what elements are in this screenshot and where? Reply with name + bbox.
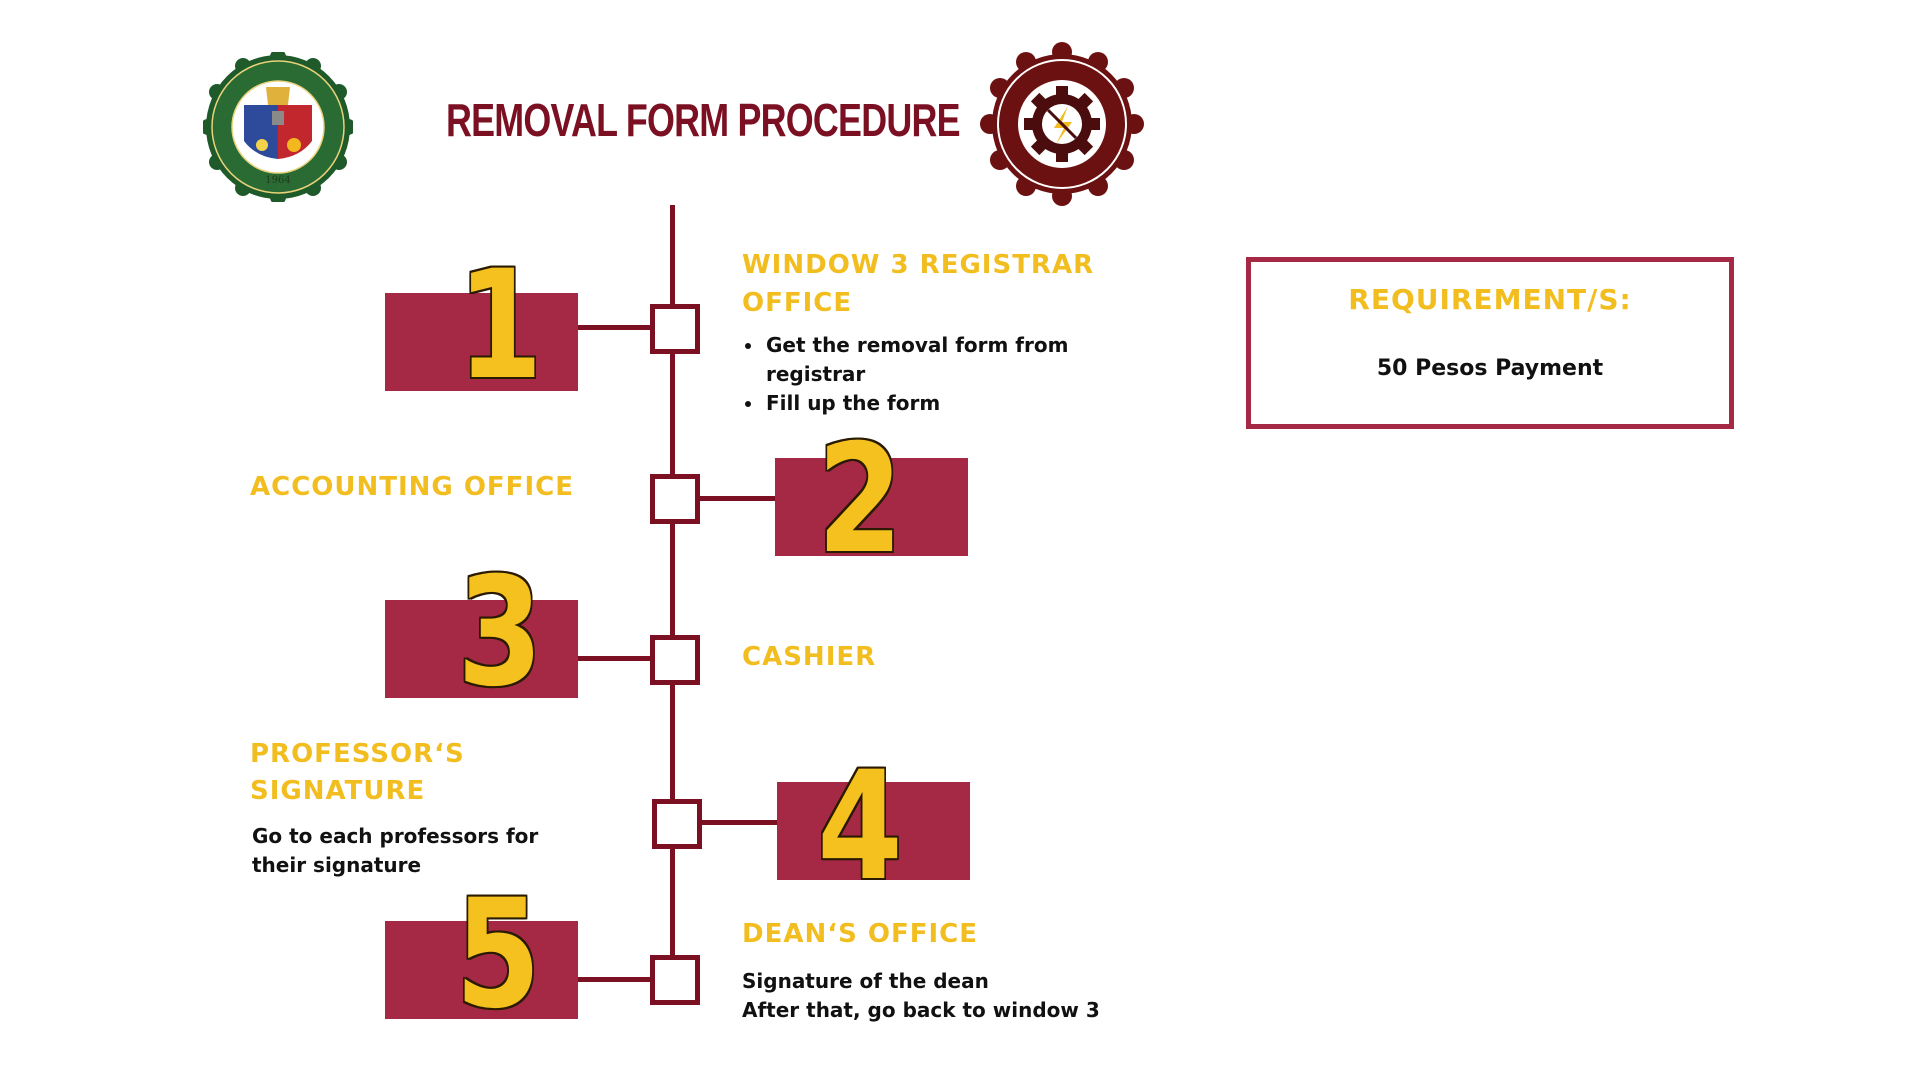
timeline-line (670, 205, 675, 975)
step-1-heading-line2: OFFICE (742, 288, 853, 318)
step-1-node (650, 304, 700, 354)
engineering-seal-logo (980, 42, 1144, 206)
step-5-number: 5 (455, 868, 541, 1042)
step-1-number-block (385, 293, 578, 391)
step-4-node (652, 799, 702, 849)
step-3-number: 3 (457, 546, 543, 720)
step-4-number: 4 (817, 740, 903, 914)
requirements-value: 50 Pesos Payment (1376, 356, 1604, 381)
step-4-connector (702, 820, 778, 825)
step-1-connector (578, 325, 653, 330)
step-5-number-block (385, 921, 578, 1019)
step-4-description: Go to each professors for their signatur… (252, 824, 539, 877)
step-2-heading: ACCOUNTING OFFICE (250, 472, 574, 502)
seal-year: 1964 (265, 175, 290, 186)
step-2-number-block (775, 458, 968, 556)
step-1-number: 1 (457, 239, 543, 413)
step-3-node (650, 635, 700, 685)
step-1-bullet-1: Get the removal form from registrar (764, 331, 1104, 389)
step-5-line-2: After that, go back to window 3 (742, 998, 1100, 1022)
step-1-bullet-list: Get the removal form from registrar Fill… (742, 331, 1104, 418)
step-5-node (650, 955, 700, 1005)
step-5-connector (578, 977, 653, 982)
step-2-node (650, 474, 700, 524)
step-2-number: 2 (817, 413, 903, 587)
page-title: REMOVAL FORM PROCEDURE (446, 94, 961, 146)
step-4-number-block (777, 782, 970, 880)
university-seal-logo: 1964 (203, 52, 353, 202)
step-4-heading-line1: PROFESSOR‘S (250, 739, 465, 769)
step-3-number-block (385, 600, 578, 698)
requirements-title: REQUIREMENT/S: (1348, 283, 1632, 316)
step-1-bullet-2: Fill up the form (764, 389, 1104, 418)
step-4-heading-line2: SIGNATURE (250, 776, 426, 806)
requirements-box: REQUIREMENT/S: 50 Pesos Payment (1246, 257, 1734, 429)
step-2-connector (700, 496, 776, 501)
step-1-heading-line1: WINDOW 3 REGISTRAR (742, 250, 1095, 280)
step-3-heading: CASHIER (742, 642, 877, 672)
step-5-line-1: Signature of the dean (742, 969, 989, 993)
step-3-connector (578, 656, 653, 661)
step-5-heading: DEAN‘S OFFICE (742, 919, 979, 949)
